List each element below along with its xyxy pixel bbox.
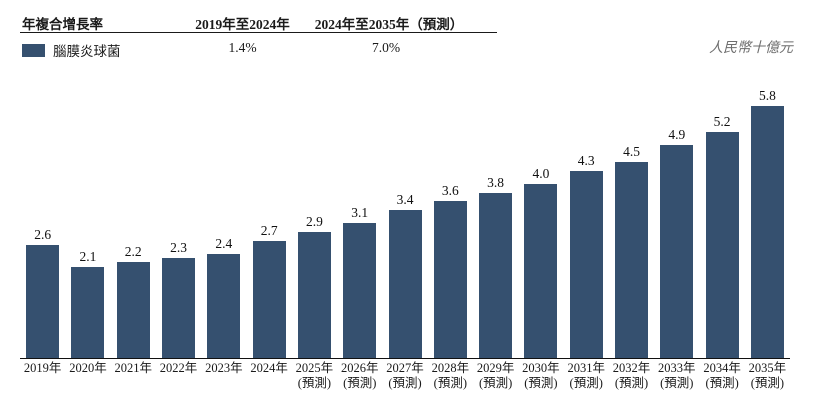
bar-value-label: 2.2 (124, 244, 142, 260)
cagr-column-2024-2035: 2024年至2035年（預測） (314, 17, 464, 32)
bar-slot: 4.9 (654, 85, 699, 358)
bar-slot: 4.3 (564, 85, 609, 358)
bar-value-label: 3.8 (487, 174, 505, 190)
legend-item: 腦膜炎球菌 (22, 40, 121, 60)
legend-swatch (22, 43, 45, 57)
x-axis-label: 2019年 (23, 361, 62, 375)
header-divider (20, 32, 497, 33)
x-axis-label: 2025年 (預測) (295, 361, 334, 390)
x-axis-label: 2021年 (114, 361, 152, 375)
legend-row: 腦膜炎球菌 1.4% 7.0% (0, 40, 835, 59)
x-axis-label: 2031年 (預測) (567, 361, 605, 390)
x-axis-labels: 2019年 2020年 2021年 2022年 2023年 2024年 2025年 (預測) 2… (20, 361, 790, 391)
bar (615, 162, 648, 358)
bars-row: 2.6 2.1 2.2 2.3 2.4 2.7 2.9 3.1 3.4 3.6 3.8 4.0 4.3 4… (20, 85, 790, 358)
bar-slot: 2.9 (292, 85, 337, 358)
cagr-row-label: 年複合增長率 (22, 17, 103, 32)
bar-slot: 2.2 (111, 85, 156, 358)
x-axis-label: 2026年 (預測) (340, 361, 379, 390)
bar-slot: 2.1 (65, 85, 110, 358)
bar-slot: 5.2 (699, 85, 744, 358)
bar (388, 210, 422, 358)
bar (26, 244, 60, 358)
bar-slot: 4.5 (609, 85, 654, 358)
bar (343, 223, 377, 358)
x-axis-label: 2030年 (預測) (522, 361, 560, 390)
bar-value-label: 2.6 (34, 226, 52, 242)
x-axis-label: 2027年 (預測) (386, 361, 424, 390)
bar (750, 105, 784, 358)
bar-value-label: 4.5 (623, 144, 640, 160)
x-axis-label: 2020年 (69, 361, 107, 375)
bar (433, 201, 467, 358)
bar-value-label: 2.1 (79, 248, 97, 264)
bar (162, 257, 196, 358)
bar-value-label: 2.4 (215, 235, 233, 251)
bar-value-label: 5.2 (713, 113, 731, 129)
bar-slot: 3.8 (473, 85, 518, 358)
bar (252, 240, 286, 358)
bar-value-label: 2.3 (170, 239, 187, 255)
x-axis-line (20, 358, 790, 359)
bar-slot: 2.6 (20, 85, 65, 358)
bar (705, 131, 739, 358)
cagr-column-2019-2024: 2019年至2024年 (195, 17, 290, 32)
bar-slot: 2.7 (246, 85, 291, 358)
bar (116, 262, 150, 358)
bar-slot: 4.0 (518, 85, 563, 358)
bar-value-label: 3.1 (351, 205, 369, 221)
bar (207, 253, 241, 358)
bar (660, 144, 694, 358)
bar-value-label: 5.8 (758, 87, 776, 103)
bar (524, 184, 558, 358)
bar-value-label: 3.4 (396, 192, 414, 208)
bar-slot: 3.1 (337, 85, 382, 358)
x-axis-label: 2035年 (預測) (748, 361, 787, 390)
x-axis-label: 2029年 (預測) (476, 361, 515, 390)
bar-slot: 3.4 (382, 85, 427, 358)
x-axis-label: 2032年 (預測) (612, 361, 651, 390)
bar-slot: 2.4 (201, 85, 246, 358)
bar (479, 192, 513, 358)
bar-value-label: 3.6 (441, 183, 459, 199)
bar-slot: 5.8 (745, 85, 790, 358)
unit-label: 人民幣十億元 (709, 41, 793, 56)
bar-value-label: 2.7 (260, 222, 278, 238)
bar-value-label: 2.9 (305, 213, 323, 229)
header-row: 年複合增長率 2019年至2024年 2024年至2035年（預測） (0, 13, 835, 32)
cagr-value-2024-2035: 7.0% (371, 40, 401, 55)
bar (569, 170, 603, 358)
x-axis-label: 2023年 (205, 361, 243, 375)
bar-value-label: 4.3 (577, 152, 595, 168)
bar-value-label: 4.9 (668, 126, 686, 142)
x-axis-label: 2024年 (250, 361, 288, 375)
bar-slot: 2.3 (156, 85, 201, 358)
x-axis-label: 2033年 (預測) (658, 361, 696, 390)
x-axis-label: 2034年 (預測) (703, 361, 741, 390)
bar-value-label: 4.0 (532, 166, 550, 181)
x-axis-label: 2028年 (預測) (431, 361, 470, 390)
x-axis-label: 2022年 (159, 361, 198, 375)
bar (71, 266, 105, 358)
cagr-value-2019-2024: 1.4% (228, 40, 257, 55)
legend-label: 腦膜炎球菌 (53, 44, 121, 59)
bar-slot: 3.6 (428, 85, 473, 358)
bar (297, 231, 331, 358)
